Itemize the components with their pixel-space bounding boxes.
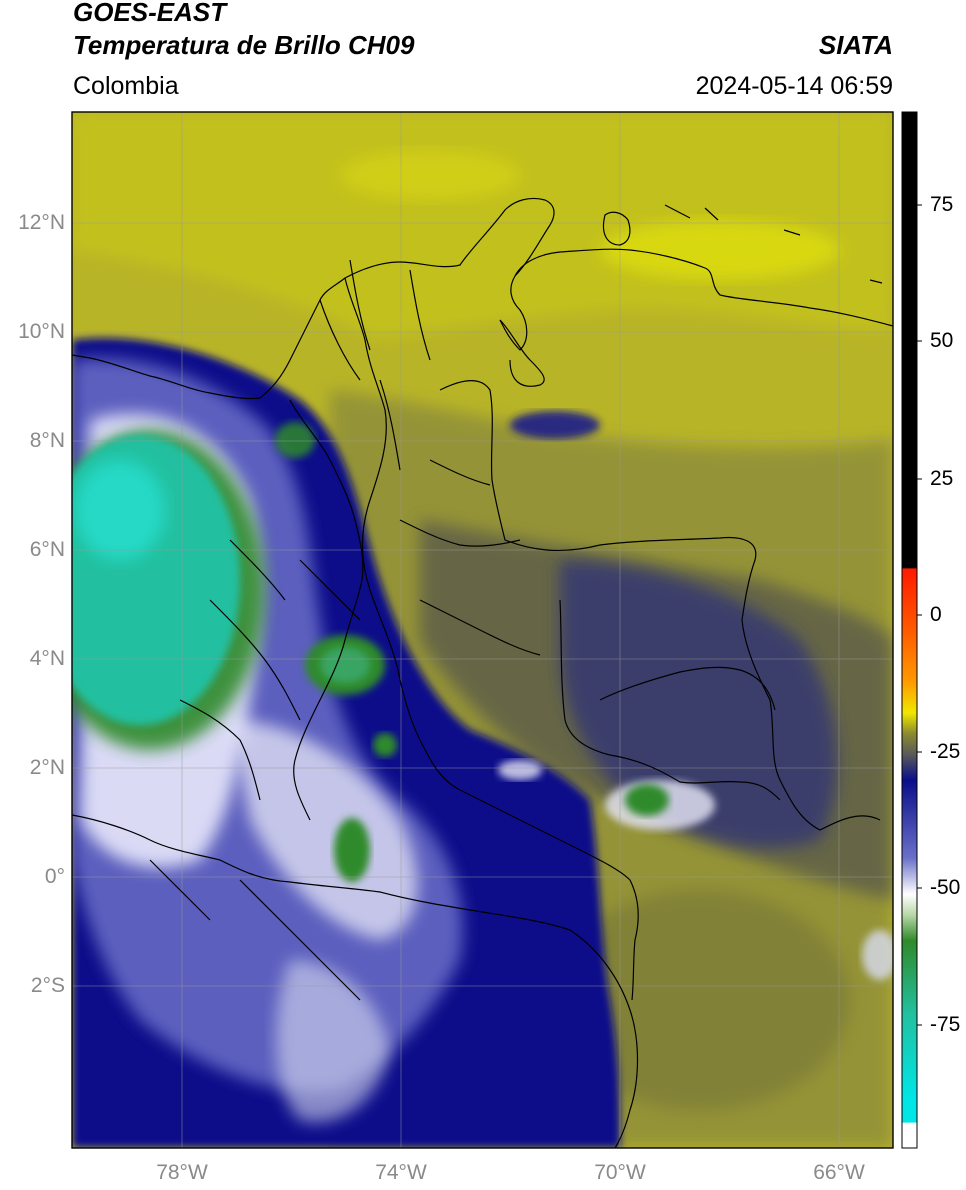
lat-label-6n: 6°N (29, 538, 65, 561)
lat-label-2s: 2°S (30, 974, 65, 997)
colorbar-tick-25: 25 (930, 467, 954, 490)
lat-label-2n: 2°N (29, 756, 65, 779)
lat-label-10n: 10°N (18, 320, 65, 343)
colorbar-tick-minus75: -75 (930, 1013, 961, 1036)
lon-label-66w: 66°W (813, 1161, 865, 1184)
colorbar (901, 111, 922, 1149)
lon-label-78w: 78°W (156, 1161, 208, 1184)
agency-label: SIATA (818, 30, 893, 60)
cloud-field (72, 112, 893, 1148)
lat-label-8n: 8°N (29, 429, 65, 452)
lat-label-4n: 4°N (29, 647, 65, 670)
colorbar-tick-75: 75 (930, 193, 954, 216)
colorbar-tick-minus50: -50 (930, 876, 961, 899)
colorbar-tick-50: 50 (930, 329, 954, 352)
lon-label-70w: 70°W (594, 1161, 646, 1184)
graticule (72, 112, 893, 1148)
lat-label-12n: 12°N (18, 211, 65, 234)
region-label: Colombia (73, 72, 179, 100)
map-frame (71, 111, 894, 1149)
lat-label-0: 0° (44, 865, 65, 888)
lon-label-74w: 74°W (375, 1161, 427, 1184)
colorbar-tick-0: 0 (930, 603, 942, 626)
title-product: Temperatura de Brillo CH09 (73, 30, 415, 60)
colorbar-tick-minus25: -25 (930, 740, 961, 763)
title-satellite: GOES-EAST (73, 0, 227, 27)
borders (72, 197, 893, 1148)
timestamp-label: 2024-05-14 06:59 (695, 72, 893, 100)
